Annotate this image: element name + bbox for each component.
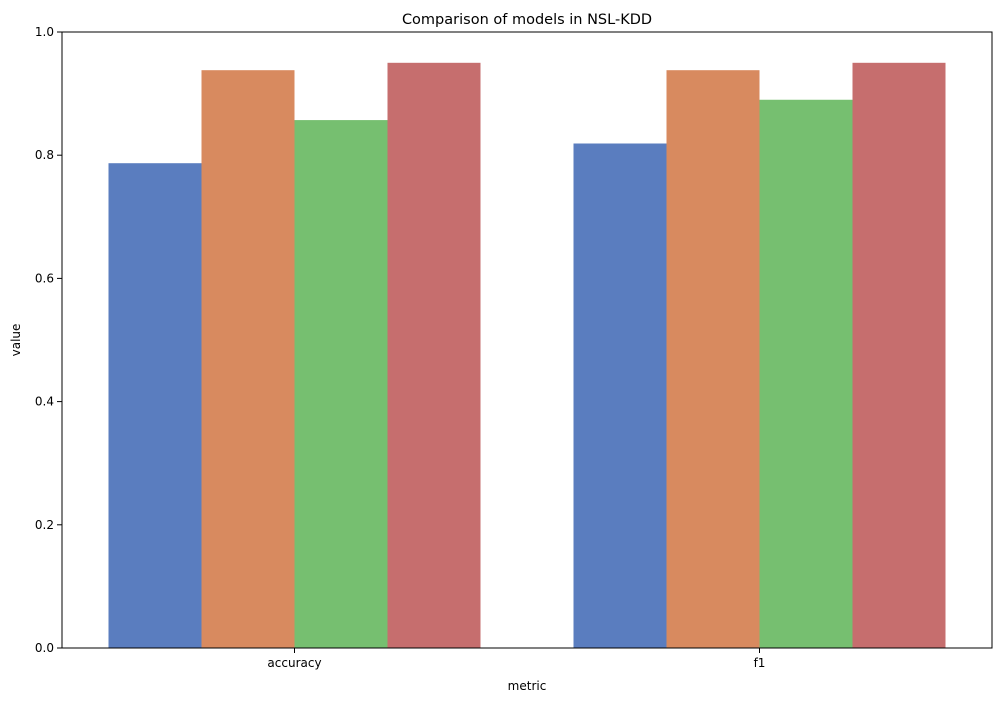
chart-title: Comparison of models in NSL-KDD: [402, 12, 652, 28]
y-tick-label: 0.4: [35, 395, 54, 409]
bars-group: [108, 62, 946, 649]
x-tick-label: accuracy: [267, 656, 321, 670]
bar-accuracy-series-1: [108, 163, 202, 648]
bar-accuracy-series-2: [201, 70, 295, 648]
bar-f1-series-3: [759, 99, 853, 648]
y-tick-label: 0.8: [35, 148, 54, 162]
y-tick-label: 0.6: [35, 271, 54, 285]
bar-f1-series-1: [573, 143, 667, 648]
x-tick-label: f1: [754, 656, 766, 670]
x-axis-ticks: accuracy f1: [267, 648, 765, 670]
plot-frame: [61, 31, 993, 649]
y-tick-label: 0.0: [35, 641, 54, 655]
y-tick-label: 0.2: [35, 518, 54, 532]
bar-f1-series-2: [666, 70, 760, 648]
bar-f1-series-4: [852, 62, 946, 649]
bar-accuracy-series-4: [387, 62, 481, 649]
x-axis-label: metric: [508, 679, 547, 693]
bar-accuracy-series-3: [294, 120, 388, 649]
y-tick-label: 1.0: [35, 25, 54, 39]
y-axis-label: value: [9, 324, 23, 357]
y-axis-ticks: 0.0 0.2 0.4 0.6 0.8 1.0: [35, 25, 62, 655]
